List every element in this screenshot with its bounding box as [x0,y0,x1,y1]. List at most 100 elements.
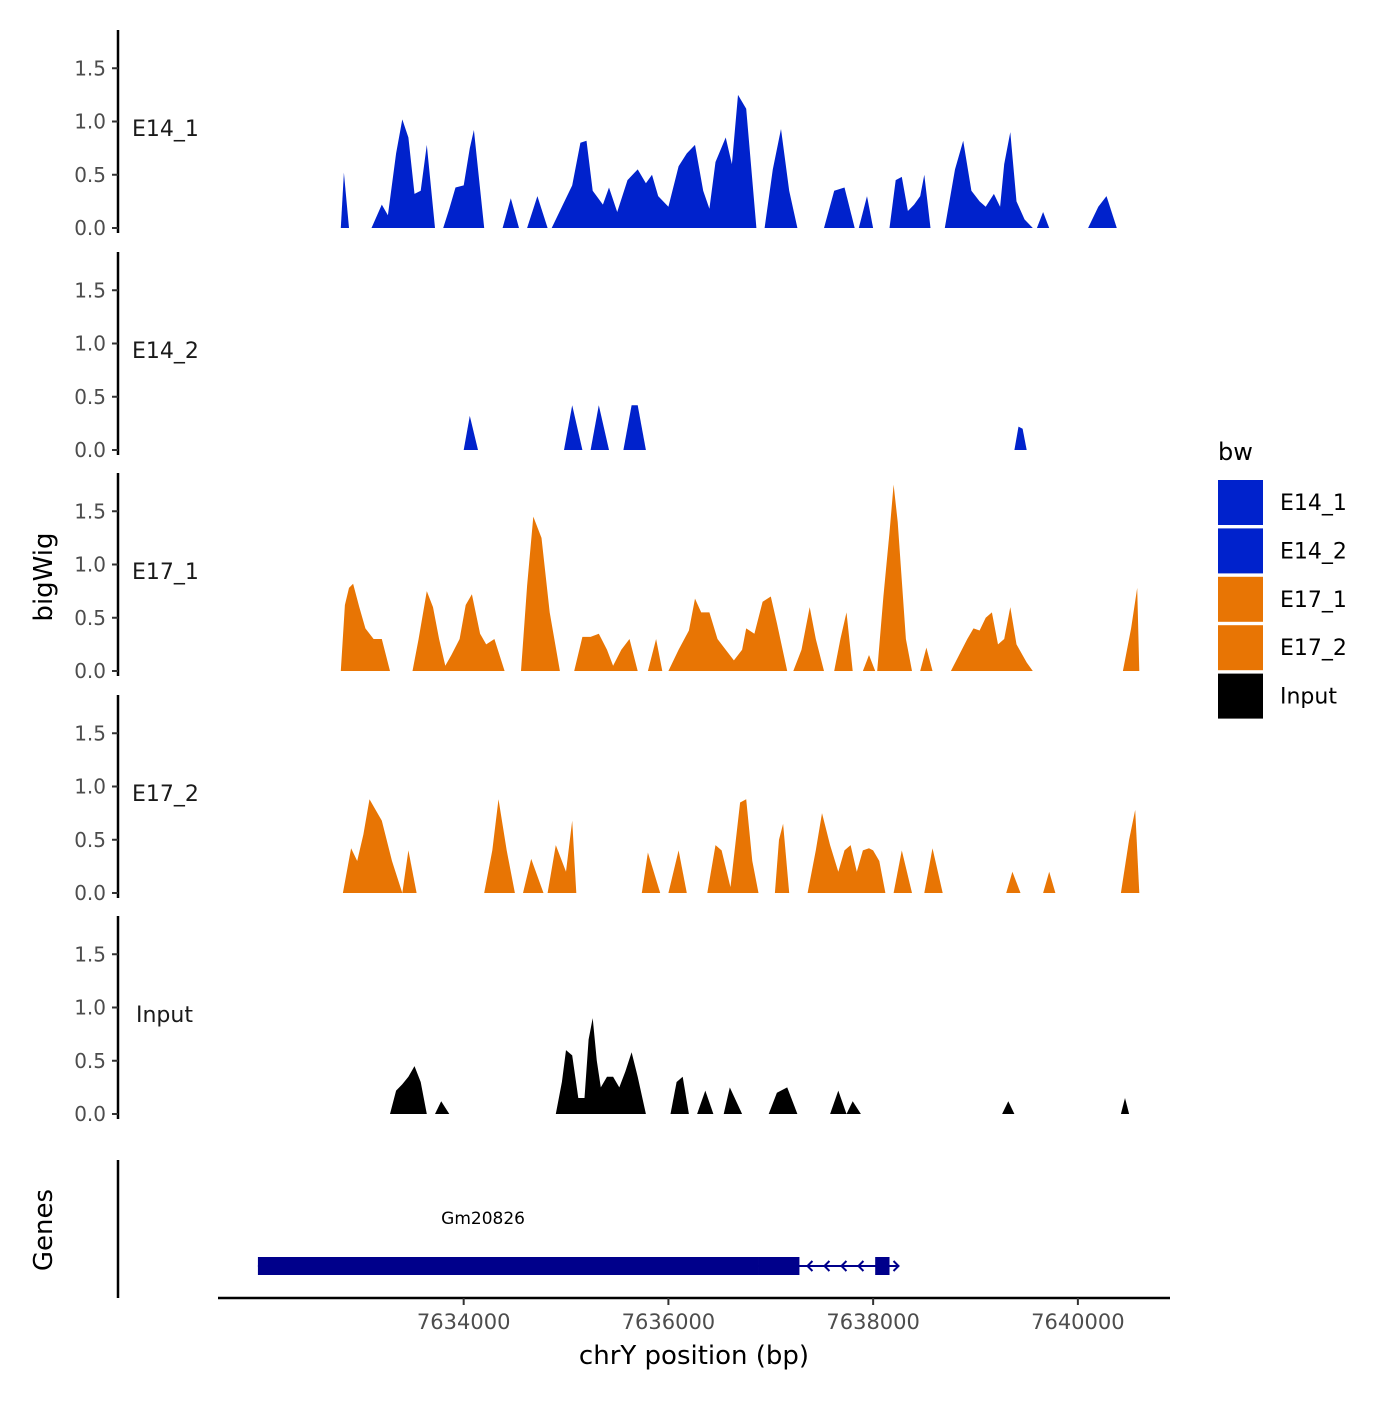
y-tick-label: 0.5 [74,1049,106,1073]
track-label-input: Input [136,1003,193,1028]
coverage-peak-e17-1 [574,633,638,671]
y-tick-label: 1.5 [74,56,106,80]
gene-exon-block [257,1257,759,1275]
x-tick-label: 7640000 [1031,1310,1125,1334]
strand-arrow [857,1260,865,1272]
coverage-peak-input [435,1101,450,1114]
y-tick-label: 0.0 [74,881,106,905]
x-tick-label: 7634000 [417,1310,511,1334]
y-tick-label: 0.5 [74,606,106,630]
x-axis-label: chrY position (bp) [579,1341,809,1371]
coverage-peak-input [670,1076,689,1114]
coverage-peak-e14-1 [371,119,485,228]
gene-exon-block [875,1257,890,1275]
coverage-peak-input [830,1090,847,1114]
y-tick-label: 0.0 [74,659,106,683]
coverage-peak-e14-2 [623,405,646,450]
coverage-peak-e14-1 [764,129,798,228]
coverage-peak-e14-1 [1088,196,1117,228]
coverage-peak-e14-2 [1014,426,1027,450]
y-tick-label: 1.5 [74,499,106,523]
legend-swatch-e17-1 [1218,576,1263,622]
coverage-peak-e17-2 [774,823,790,893]
coverage-peak-e17-2 [484,799,515,893]
coverage-peak-e14-2 [590,405,609,450]
track-label-e14-1: E14_1 [132,117,199,142]
y-tick-label: 1.0 [74,996,106,1020]
legend-swatch-e14-2 [1218,528,1263,574]
strand-arrow [806,1260,814,1272]
track-input: 0.0 0.5 1.0 1.5 Input [74,916,1130,1126]
gene-exon-block [758,1257,800,1275]
coverage-peak-e17-2 [523,858,544,893]
y-tick-label: 0.0 [74,438,106,462]
gene-gm20826: Gm20826 [257,1209,900,1275]
coverage-peak-e14-1 [1036,212,1050,228]
coverage-peak-e17-2 [729,799,759,893]
coverage-peak-e17-2 [1006,871,1021,893]
y-tick-label: 1.0 [74,332,106,356]
y-tick-label: 1.0 [74,775,106,799]
genes-layer: Gm20826 [116,1160,900,1298]
legend-swatch-input [1218,673,1263,719]
track-label-e17-1: E17_1 [132,560,199,585]
coverage-peak-e17-2 [924,848,943,893]
legend: bw E14_1 E14_2 E17_1 E17_2 Input [1218,438,1347,719]
coverage-peak-e17-1 [793,607,824,671]
coverage-peak-e14-1 [944,132,1033,228]
track-e14-2: 0.0 0.5 1.0 1.5 E14_2 [74,252,1027,462]
y-tick-label: 1.0 [74,553,106,577]
legend-title: bw [1218,438,1253,466]
coverage-peak-e17-2 [668,850,687,893]
y-axis-label: bigWig [29,532,59,621]
y-tick-label: 0.0 [74,1102,106,1126]
strand-arrow [823,1260,831,1272]
y-tick-label: 0.0 [74,216,106,240]
coverage-peak-e17-1 [412,591,505,671]
track-e17-2: 0.0 0.5 1.0 1.5 E17_2 [74,695,1140,905]
coverage-peak-e17-2 [1043,871,1056,893]
coverage-peak-e17-2 [1120,809,1140,893]
legend-label-e14-2: E14_2 [1280,539,1347,564]
coverage-peak-e17-1 [647,639,663,671]
strand-arrow [840,1260,848,1272]
genes-axis-label: Genes [29,1189,59,1271]
coverage-peak-e17-2 [402,850,417,893]
track-e17-1: 0.0 0.5 1.0 1.5 E17_1 [74,473,1140,683]
coverage-peak-e17-1 [340,583,390,671]
legend-swatch-e14-1 [1218,480,1263,525]
track-label-e14-2: E14_2 [132,339,199,364]
coverage-peak-e17-1 [521,516,560,671]
coverage-peak-input [723,1087,743,1114]
legend-label-input: Input [1280,685,1337,710]
coverage-peak-e17-1 [877,484,912,671]
tracks-layer: 0.0 0.5 1.0 1.5 E14_1 0.0 0.5 1.0 1.5 E14_2 0.0 0.5… [74,30,1140,1126]
coverage-peak-e14-1 [858,196,874,228]
legend-label-e14-1: E14_1 [1280,491,1347,516]
coverage-peak-e17-2 [641,852,661,893]
coverage-peak-e14-1 [889,174,931,228]
x-tick-label: 7638000 [826,1310,920,1334]
coverage-peak-e17-2 [342,799,403,893]
coverage-peak-input [1120,1098,1130,1114]
coverage-peak-e14-2 [564,405,583,450]
y-tick-label: 1.0 [74,110,106,134]
coverage-peak-input [846,1101,861,1114]
track-label-e17-2: E17_2 [132,782,199,807]
coverage-peak-e14-1 [527,196,548,228]
coverage-peak-e17-2 [707,845,732,893]
y-tick-label: 1.5 [74,278,106,302]
legend-label-e17-2: E17_2 [1280,636,1347,661]
x-axis: 7634000 7636000 7638000 7640000 [218,1296,1170,1334]
coverage-peak-input [768,1087,798,1114]
y-tick-label: 1.5 [74,721,106,745]
coverage-peak-e14-1 [502,198,519,228]
coverage-peak-e17-1 [862,655,876,671]
coverage-peak-e17-1 [668,596,788,671]
coverage-peak-input [555,1018,646,1114]
strand-arrow [892,1260,900,1272]
legend-label-e17-1: E17_1 [1280,588,1347,613]
coverage-peak-input [697,1090,714,1114]
coverage-peak-e17-1 [920,647,933,671]
